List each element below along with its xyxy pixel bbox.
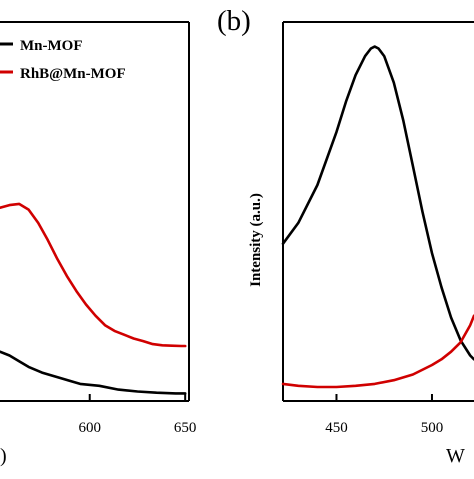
left-panel-xtick-label-600: 600	[78, 420, 101, 436]
right-panel-series-rhb-mn-mof	[281, 314, 474, 389]
left-panel-series-rhb-mn-mof	[0, 202, 187, 348]
legend-label-rhb-mn-mof: RhB@Mn-MOF	[20, 66, 126, 82]
right-panel-series-mn-mof	[281, 45, 474, 361]
right-panel-xtick-label-450: 450	[325, 420, 348, 436]
right-panel-ticks: 450 500	[325, 394, 443, 436]
panel-label-b: (b)	[217, 5, 251, 37]
right-panel-xlabel: W	[446, 445, 465, 467]
left-panel-xtick-label-650: 650	[174, 420, 197, 436]
legend-label-mn-mof: Mn-MOF	[20, 38, 82, 54]
right-panel-series	[281, 45, 474, 389]
left-panel-ticks: 600 650	[78, 394, 196, 436]
right-panel-ylabel: Intensity (a.u.)	[248, 193, 264, 287]
left-panel-series-mn-mof	[0, 350, 187, 395]
left-panel-legend: Mn-MOF RhB@Mn-MOF	[0, 38, 126, 82]
right-panel-xtick-label-500: 500	[421, 420, 444, 436]
left-panel-xlabel-fragment: )	[0, 445, 7, 467]
left-panel-series	[0, 202, 187, 395]
